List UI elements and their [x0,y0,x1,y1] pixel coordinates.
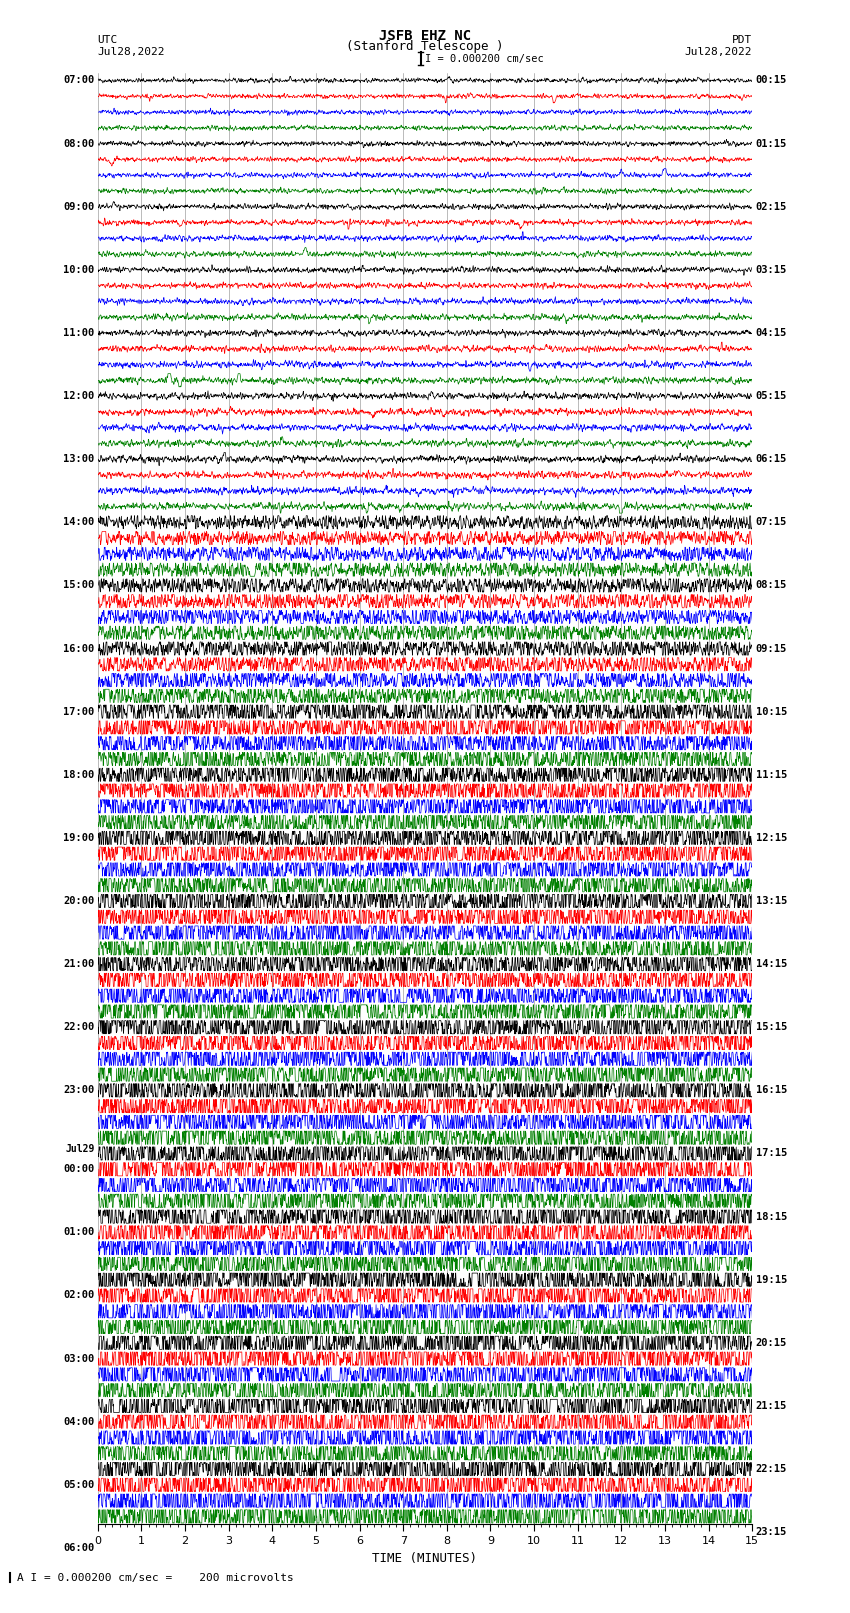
Text: 19:15: 19:15 [756,1274,787,1284]
Text: I = 0.000200 cm/sec: I = 0.000200 cm/sec [425,53,544,65]
Text: 16:15: 16:15 [756,1086,787,1095]
Text: 05:15: 05:15 [756,390,787,402]
Text: 04:00: 04:00 [63,1416,94,1428]
Text: 19:00: 19:00 [63,832,94,844]
Text: 13:15: 13:15 [756,895,787,907]
Text: 14:15: 14:15 [756,960,787,969]
Text: 21:00: 21:00 [63,960,94,969]
Text: 06:15: 06:15 [756,455,787,465]
Text: 13:00: 13:00 [63,455,94,465]
Text: 03:15: 03:15 [756,265,787,274]
Text: 18:15: 18:15 [756,1211,787,1221]
Text: 03:00: 03:00 [63,1353,94,1363]
X-axis label: TIME (MINUTES): TIME (MINUTES) [372,1552,478,1565]
Text: 01:00: 01:00 [63,1227,94,1237]
Text: A I = 0.000200 cm/sec =    200 microvolts: A I = 0.000200 cm/sec = 200 microvolts [17,1573,294,1582]
Text: 04:15: 04:15 [756,327,787,339]
Text: 16:00: 16:00 [63,644,94,653]
Text: 08:15: 08:15 [756,581,787,590]
Text: 06:00: 06:00 [63,1544,94,1553]
Text: 22:00: 22:00 [63,1023,94,1032]
Text: 10:15: 10:15 [756,706,787,716]
Text: Jul28,2022: Jul28,2022 [98,47,165,56]
Text: Jul29: Jul29 [65,1144,94,1153]
Text: 11:15: 11:15 [756,769,787,779]
Text: Jul28,2022: Jul28,2022 [685,47,752,56]
Text: 20:00: 20:00 [63,895,94,907]
Text: 08:00: 08:00 [63,139,94,148]
Text: 02:00: 02:00 [63,1290,94,1300]
Text: 11:00: 11:00 [63,327,94,339]
Text: 22:15: 22:15 [756,1465,787,1474]
Text: 12:00: 12:00 [63,390,94,402]
Text: 07:15: 07:15 [756,518,787,527]
Text: 12:15: 12:15 [756,832,787,844]
Text: 07:00: 07:00 [63,76,94,85]
Text: 00:00: 00:00 [63,1165,94,1174]
Text: 10:00: 10:00 [63,265,94,274]
Text: 15:15: 15:15 [756,1023,787,1032]
Text: 05:00: 05:00 [63,1479,94,1490]
Text: 17:15: 17:15 [756,1148,787,1158]
Text: (Stanford Telescope ): (Stanford Telescope ) [346,40,504,53]
Text: 00:15: 00:15 [756,76,787,85]
Text: 18:00: 18:00 [63,769,94,779]
Text: 23:15: 23:15 [756,1528,787,1537]
Text: 20:15: 20:15 [756,1337,787,1348]
Text: 02:15: 02:15 [756,202,787,211]
Text: PDT: PDT [732,35,752,45]
Text: 09:15: 09:15 [756,644,787,653]
Text: UTC: UTC [98,35,118,45]
Text: 14:00: 14:00 [63,518,94,527]
Text: JSFB EHZ NC: JSFB EHZ NC [379,29,471,44]
Text: 23:00: 23:00 [63,1086,94,1095]
Text: 01:15: 01:15 [756,139,787,148]
Text: 09:00: 09:00 [63,202,94,211]
Text: 15:00: 15:00 [63,581,94,590]
Text: 17:00: 17:00 [63,706,94,716]
Text: 21:15: 21:15 [756,1402,787,1411]
